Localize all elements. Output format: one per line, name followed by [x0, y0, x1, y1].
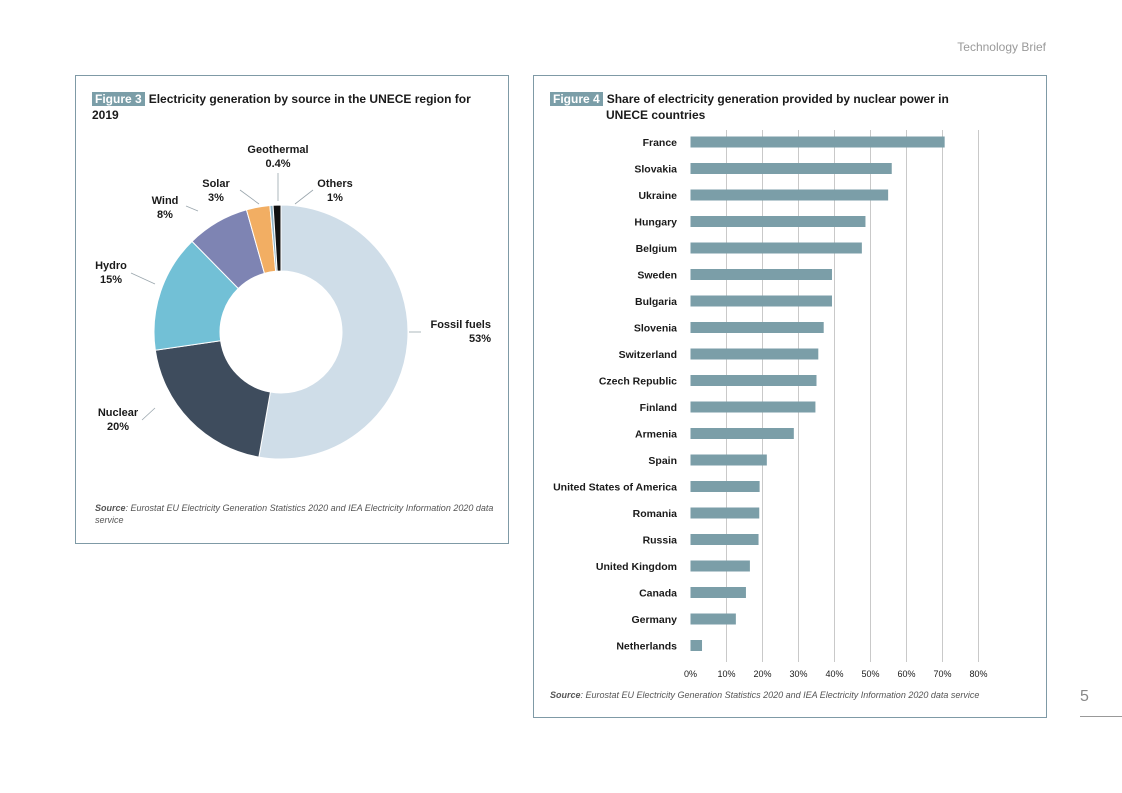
leader-line-others — [294, 189, 314, 205]
category-label-switzerland: Switzerland — [619, 349, 677, 361]
bar-spain — [690, 454, 767, 466]
category-label-united-states-of-america: United States of America — [553, 482, 677, 494]
bar-united-kingdom — [690, 560, 750, 572]
bar-hungary — [690, 216, 866, 227]
category-label-bulgaria: Bulgaria — [635, 296, 677, 308]
slice-label-geothermal: Geothermal — [247, 144, 308, 156]
category-label-slovenia: Slovenia — [634, 323, 677, 335]
category-label-spain: Spain — [648, 455, 677, 467]
header-brief: Technology Brief — [957, 40, 1046, 54]
figure-3-panel: Figure 3 Electricity generation by source… — [75, 75, 509, 544]
leader-line-hydro — [130, 272, 156, 285]
x-tick-label: 10% — [717, 669, 735, 679]
figure-4-title-line2: UNECE countries — [606, 108, 706, 122]
bar-ukraine — [690, 189, 889, 201]
category-label-germany: Germany — [631, 614, 677, 626]
slice-value-wind: 8% — [157, 209, 173, 221]
figure-3-source: Source: Eurostat EU Electricity Generati… — [95, 503, 494, 525]
donut-slice-others — [272, 204, 282, 272]
figure-4-source: Source: Eurostat EU Electricity Generati… — [550, 690, 980, 700]
bar-finland — [690, 401, 816, 413]
figure-4-title-line1: Share of electricity generation provided… — [606, 92, 949, 106]
slice-label-fossil-fuels: Fossil fuels — [430, 319, 491, 331]
bar-sweden — [690, 269, 832, 280]
category-label-netherlands: Netherlands — [616, 641, 677, 653]
bar-slovenia — [690, 322, 824, 333]
bar-slovakia — [690, 163, 892, 174]
bar-germany — [690, 613, 736, 625]
bar-france — [690, 136, 945, 148]
slice-label-nuclear: Nuclear — [98, 407, 139, 419]
category-label-slovakia: Slovakia — [634, 164, 677, 176]
category-label-armenia: Armenia — [635, 429, 677, 441]
x-tick-label: 60% — [897, 669, 915, 679]
leader-line-nuclear — [141, 407, 156, 421]
slice-value-hydro: 15% — [100, 274, 122, 286]
bar-russia — [690, 534, 759, 545]
slice-label-hydro: Hydro — [95, 260, 127, 272]
page-number: 5 — [1080, 688, 1089, 705]
category-label-ukraine: Ukraine — [638, 190, 677, 202]
x-tick-label: 80% — [969, 669, 987, 679]
figure-4-title: Figure 4 Share of electricity generation … — [550, 91, 1034, 123]
bar-romania — [690, 507, 760, 519]
x-tick-label: 70% — [933, 669, 951, 679]
leader-line-wind — [185, 205, 199, 212]
slice-value-geothermal: 0.4% — [265, 158, 290, 170]
x-tick-label: 30% — [789, 669, 807, 679]
figure-3-title: Figure 3 Electricity generation by source… — [92, 91, 496, 123]
figure-3-tag: Figure 3 — [92, 92, 145, 106]
slice-label-solar: Solar — [202, 178, 230, 190]
donut-slice-nuclear — [154, 340, 271, 458]
bar-chart: 0% 10% 20% 30% 40% 50% 60% 70% 80% France Slovakia… — [553, 130, 988, 679]
slice-value-solar: 3% — [208, 192, 224, 204]
figure-3-title-text: Electricity generation by source in the … — [92, 92, 471, 122]
category-label-hungary: Hungary — [634, 217, 677, 229]
x-tick-label: 40% — [825, 669, 843, 679]
bar-netherlands — [690, 640, 703, 651]
donut-chart: Fossil fuels 53% Nuclear 20% Hydro 15% Wind 8% S… — [95, 144, 491, 460]
bar-bulgaria — [690, 295, 832, 307]
category-label-sweden: Sweden — [637, 270, 677, 282]
x-tick-label: 20% — [753, 669, 771, 679]
category-label-russia: Russia — [643, 535, 678, 547]
category-label-czech-republic: Czech Republic — [599, 376, 677, 388]
x-tick-label: 50% — [861, 669, 879, 679]
slice-label-wind: Wind — [152, 195, 179, 207]
slice-value-nuclear: 20% — [107, 421, 129, 433]
slice-value-others: 1% — [327, 192, 343, 204]
category-label-france: France — [643, 137, 678, 149]
donut-slice-fossil-fuels — [258, 204, 409, 460]
bar-czech-republic — [690, 375, 817, 386]
category-label-united-kingdom: United Kingdom — [596, 561, 677, 573]
figure-4-tag: Figure 4 — [550, 92, 603, 106]
leader-line-solar — [239, 189, 260, 205]
page-rule — [1080, 716, 1122, 717]
category-label-romania: Romania — [633, 508, 678, 520]
bar-canada — [690, 587, 746, 598]
bar-armenia — [690, 428, 794, 439]
x-tick-label: 0% — [684, 669, 697, 679]
slice-label-others: Others — [317, 178, 352, 190]
bar-united-states-of-america — [690, 481, 760, 492]
bar-switzerland — [690, 348, 819, 360]
category-label-canada: Canada — [639, 588, 677, 600]
category-label-belgium: Belgium — [636, 243, 677, 255]
figure-4-panel: Figure 4 Share of electricity generation … — [533, 75, 1047, 718]
category-label-finland: Finland — [640, 402, 677, 414]
bar-belgium — [690, 242, 862, 254]
slice-value-fossil-fuels: 53% — [469, 333, 491, 345]
